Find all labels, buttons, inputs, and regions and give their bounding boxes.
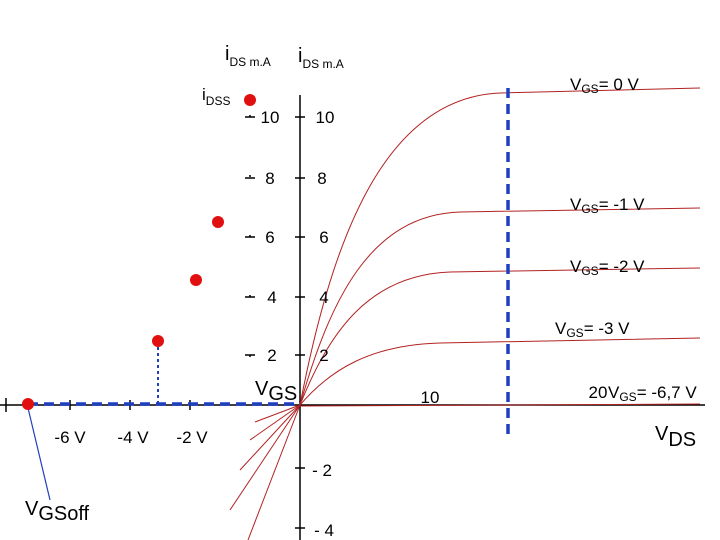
tick-label: 4 bbox=[267, 288, 276, 307]
text-part: GSoff bbox=[38, 503, 89, 525]
ids-left-label: iDS m.A bbox=[225, 43, 271, 69]
shape bbox=[152, 335, 164, 347]
tick-label: 8 bbox=[265, 169, 274, 188]
guides bbox=[27, 88, 510, 501]
text-part: i bbox=[202, 85, 206, 104]
text-part: DS m.A bbox=[229, 55, 270, 69]
vgs-axis-label: VGS bbox=[255, 378, 297, 405]
left-ticks: 10 8 6 4 2 bbox=[261, 108, 280, 365]
text-part: V bbox=[555, 319, 567, 338]
tick-label: -6 V bbox=[54, 428, 86, 447]
tick-label: 6 bbox=[319, 228, 328, 247]
text-part: V bbox=[255, 378, 269, 400]
curve-labels: VGS= 0 V VGS= -1 V VGS= -2 V VGS= -3 V V… bbox=[555, 75, 697, 404]
curve-label: VGS= -1 V bbox=[570, 195, 645, 216]
curve-label: VGS= -2 V bbox=[570, 257, 645, 278]
tick-label: 10 bbox=[421, 388, 440, 407]
shape bbox=[190, 274, 202, 286]
text-part: = -1 V bbox=[599, 195, 645, 214]
tick-label: 4 bbox=[319, 288, 328, 307]
tick-label: 10 bbox=[316, 108, 335, 127]
text-part: V bbox=[570, 195, 582, 214]
tick-label: - 4 bbox=[314, 521, 334, 540]
text-part: GS bbox=[268, 383, 297, 405]
text-part: V bbox=[570, 257, 582, 276]
shape bbox=[5, 116, 305, 529]
curve-label: VGS= -6,7 V bbox=[608, 383, 697, 404]
tick-label: 2 bbox=[319, 346, 328, 365]
text-part: DS m.A bbox=[302, 57, 343, 71]
shape bbox=[239, 404, 301, 471]
text-part: V bbox=[608, 383, 620, 402]
right-ticks: 10 8 6 4 2 bbox=[316, 108, 335, 365]
text-part: V bbox=[570, 75, 582, 94]
text-part: V bbox=[655, 423, 669, 445]
shape bbox=[244, 94, 256, 106]
shape bbox=[249, 404, 301, 441]
curve-label: VGS= -3 V bbox=[555, 319, 630, 340]
text-part: = 0 V bbox=[599, 75, 640, 94]
tick-label: 10 bbox=[261, 108, 280, 127]
shape bbox=[247, 404, 301, 540]
tick-label: 8 bbox=[317, 169, 326, 188]
shape bbox=[299, 207, 701, 406]
text-part: i bbox=[225, 43, 229, 65]
ids-right-label: iDS m.A bbox=[298, 45, 344, 71]
shape bbox=[212, 216, 224, 228]
text-part: GS bbox=[566, 326, 583, 340]
text-part: DS bbox=[668, 429, 696, 451]
vds-axis-label: VDS bbox=[655, 423, 696, 451]
tick-label: 2 bbox=[267, 346, 276, 365]
text-part: = -6,7 V bbox=[637, 383, 698, 402]
output-curves bbox=[229, 87, 701, 540]
shape bbox=[299, 403, 701, 407]
transfer-points bbox=[22, 94, 256, 410]
shape bbox=[299, 87, 701, 406]
text-part: = -2 V bbox=[599, 257, 645, 276]
x-ticks-negative: -6 V -4 V -2 V bbox=[54, 428, 208, 447]
text-part: GS bbox=[619, 390, 636, 404]
text-part: = -3 V bbox=[584, 319, 630, 338]
shape bbox=[254, 404, 301, 423]
tick-label: -4 V bbox=[117, 428, 149, 447]
shape bbox=[27, 407, 51, 501]
tick-label: - 2 bbox=[312, 461, 332, 480]
vgsoff-label: VGSoff bbox=[25, 498, 90, 525]
tick-label: 6 bbox=[265, 228, 274, 247]
shape bbox=[299, 337, 701, 406]
tick-label: 20 bbox=[589, 383, 608, 402]
text-part: V bbox=[25, 498, 39, 520]
axes bbox=[0, 95, 705, 540]
curve-label: VGS= 0 V bbox=[570, 75, 640, 96]
text-part: GS bbox=[581, 264, 598, 278]
text-part: i bbox=[298, 45, 302, 67]
text-part: GS bbox=[581, 202, 598, 216]
idss-label: iDSS bbox=[202, 85, 230, 108]
text-part: DSS bbox=[206, 94, 231, 108]
shape bbox=[229, 404, 301, 511]
text-part: GS bbox=[581, 82, 598, 96]
shape bbox=[22, 398, 34, 410]
tick-label: -2 V bbox=[176, 428, 208, 447]
shape bbox=[299, 267, 701, 406]
